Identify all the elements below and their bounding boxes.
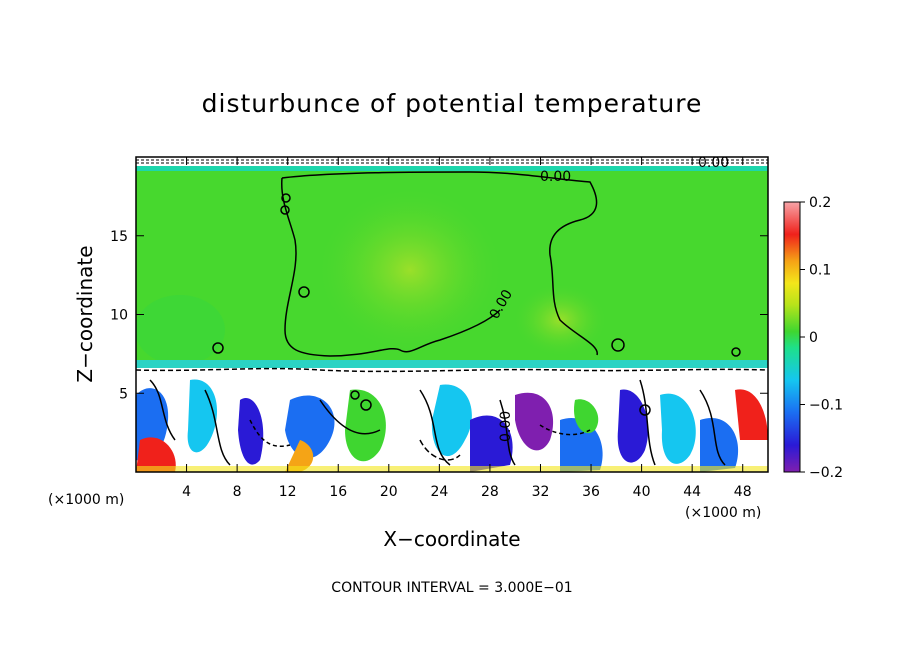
x-tick-label: 48 [734,484,752,500]
plot-area [136,157,768,472]
contour-loop [639,404,651,416]
colorbar-ticks: 0.2 0.1 0 −0.1 −0.2 [800,195,843,481]
x-unit-left: (×1000 m) [48,492,124,508]
x-tick-label: 28 [481,484,499,500]
y-tick-label: 15 [110,229,128,245]
contour-label: 0.00 [698,155,729,171]
contour-loop [360,399,372,411]
y-tick-label: 5 [119,386,128,402]
colorbar [783,201,801,473]
x-tick-label: 20 [380,484,398,500]
x-tick-label: 24 [430,484,448,500]
contours [136,171,768,466]
colorbar-tick-label: −0.2 [809,465,843,481]
colorbar-tick-label: 0.1 [809,263,831,279]
x-tick-label: 12 [279,484,297,500]
contour-interval-note: CONTOUR INTERVAL = 3.000E−01 [331,580,572,596]
chart-title: disturbunce of potential temperature [202,89,703,118]
top-strip-contours [136,159,768,164]
contour-line [281,177,501,357]
x-tick-label: 32 [532,484,550,500]
contour-loop [350,390,360,400]
warm-region [320,190,500,350]
x-tick-label: 4 [182,484,191,500]
layer-boundary [136,360,768,368]
contour-loop [281,193,291,203]
y-axis-title: Z−coordinate [73,245,97,382]
contour-line [281,171,598,356]
colorbar-tick-label: 0.2 [809,195,831,211]
contour-loop [611,338,625,352]
top-strip [136,157,768,166]
x-axis-ticks: 4 8 12 16 20 24 28 32 36 40 44 48 [182,157,752,500]
cool-region [136,295,225,365]
contour-label: 0.00 [540,169,571,185]
contour-line [419,439,461,461]
x-tick-label: 44 [683,484,701,500]
x-axis-title: X−coordinate [383,527,520,551]
contour-loop [212,342,224,354]
colorbar-tick-label: −0.1 [809,398,843,414]
contour-label: 0.00 [498,411,514,442]
contour-line [149,379,726,466]
contour-line [136,367,768,373]
x-tick-label: 16 [329,484,347,500]
x-tick-label: 8 [233,484,242,500]
x-tick-label: 36 [582,484,600,500]
y-tick-label: 10 [110,308,128,324]
contour-loop [731,347,741,357]
x-tick-label: 40 [633,484,651,500]
x-unit-right: (×1000 m) [685,505,761,521]
lower-turbulence [136,379,768,472]
y-axis-ticks: 5 10 15 [110,229,768,402]
colorbar-tick-label: 0 [809,330,818,346]
contour-loop [280,205,290,215]
contour-loop [298,286,310,298]
upper-edge-band [136,166,768,171]
